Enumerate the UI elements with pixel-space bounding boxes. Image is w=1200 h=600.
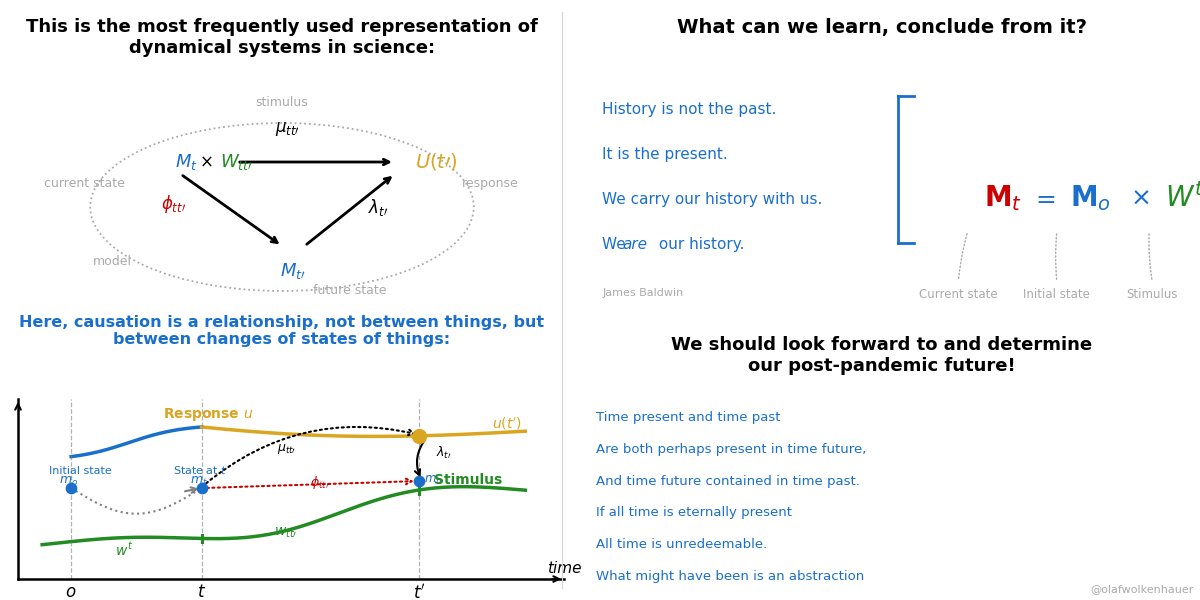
Text: $W_{tt\prime}$: $W_{tt\prime}$ xyxy=(220,152,253,172)
Text: This is the most frequently used representation of
dynamical systems in science:: This is the most frequently used represe… xyxy=(26,18,538,57)
Text: $u(t')$: $u(t')$ xyxy=(492,416,521,433)
Text: $\mu_{tt\prime}$: $\mu_{tt\prime}$ xyxy=(275,120,300,138)
Text: What might have been is an abstraction: What might have been is an abstraction xyxy=(595,570,864,583)
Text: $\mathbf{M}_t$: $\mathbf{M}_t$ xyxy=(984,183,1022,213)
Text: Here, causation is a relationship, not between things, but
between changes of st: Here, causation is a relationship, not b… xyxy=(19,315,545,347)
Text: What can we learn, conclude from it?: What can we learn, conclude from it? xyxy=(677,18,1087,37)
Text: response: response xyxy=(462,176,520,190)
Text: $U(t\prime)$: $U(t\prime)$ xyxy=(414,151,457,173)
Text: We: We xyxy=(602,237,631,252)
Point xyxy=(409,431,428,440)
Text: $m_{t\prime}$: $m_{t\prime}$ xyxy=(424,473,443,487)
Text: $\phi_{tt\prime}$: $\phi_{tt\prime}$ xyxy=(311,473,330,491)
Text: Current state: Current state xyxy=(919,288,997,301)
Text: $\times$: $\times$ xyxy=(199,153,212,171)
Text: State at $t$: State at $t$ xyxy=(173,464,227,476)
Text: If all time is eternally present: If all time is eternally present xyxy=(595,506,792,520)
Text: $m_o$: $m_o$ xyxy=(59,475,78,488)
Text: @olafwolkenhauer: @olafwolkenhauer xyxy=(1091,584,1194,594)
Point xyxy=(409,476,428,486)
Text: Stimulus: Stimulus xyxy=(433,473,502,487)
Text: $=$: $=$ xyxy=(1032,186,1056,210)
Text: stimulus: stimulus xyxy=(256,95,308,109)
Text: $W^t$: $W^t$ xyxy=(1165,184,1200,212)
Text: $\mathbf{M}_o$: $\mathbf{M}_o$ xyxy=(1069,183,1110,213)
Text: All time is unredeemable.: All time is unredeemable. xyxy=(595,538,767,551)
Point xyxy=(61,483,80,493)
Text: James Baldwin: James Baldwin xyxy=(602,288,684,298)
Text: Response $u$: Response $u$ xyxy=(163,406,253,423)
Text: Are both perhaps present in time future,: Are both perhaps present in time future, xyxy=(595,443,866,456)
Text: And time future contained in time past.: And time future contained in time past. xyxy=(595,475,859,488)
Text: We carry our history with us.: We carry our history with us. xyxy=(602,192,822,207)
Text: $\lambda_{t\prime}$: $\lambda_{t\prime}$ xyxy=(367,197,388,218)
Text: Initial state: Initial state xyxy=(49,466,112,476)
Text: Time present and time past: Time present and time past xyxy=(595,411,780,424)
Text: Stimulus: Stimulus xyxy=(1127,288,1178,301)
Text: We should look forward to and determine
our post-pandemic future!: We should look forward to and determine … xyxy=(672,336,1092,375)
Text: model: model xyxy=(94,254,132,268)
Text: Initial state: Initial state xyxy=(1024,288,1091,301)
Text: future state: future state xyxy=(313,284,386,298)
Text: our history.: our history. xyxy=(654,237,745,252)
Text: $\times$: $\times$ xyxy=(1130,186,1150,210)
Text: are: are xyxy=(623,237,648,252)
Text: $M_{t\prime}$: $M_{t\prime}$ xyxy=(281,261,306,281)
Text: current state: current state xyxy=(44,176,125,190)
Text: $m_t$: $m_t$ xyxy=(191,475,208,488)
Text: $M_t$: $M_t$ xyxy=(175,152,198,172)
Text: time: time xyxy=(547,561,582,576)
Text: $w^t$: $w^t$ xyxy=(115,541,133,559)
Text: $\lambda_{t\prime}$: $\lambda_{t\prime}$ xyxy=(436,445,451,461)
Text: $\phi_{tt\prime}$: $\phi_{tt\prime}$ xyxy=(161,193,186,215)
Point xyxy=(192,483,211,493)
Text: $w_{tt\prime}$: $w_{tt\prime}$ xyxy=(274,526,298,540)
Text: $\mu_{tt\prime}$: $\mu_{tt\prime}$ xyxy=(276,442,296,456)
Text: It is the present.: It is the present. xyxy=(602,147,728,162)
Text: History is not the past.: History is not the past. xyxy=(602,102,776,117)
